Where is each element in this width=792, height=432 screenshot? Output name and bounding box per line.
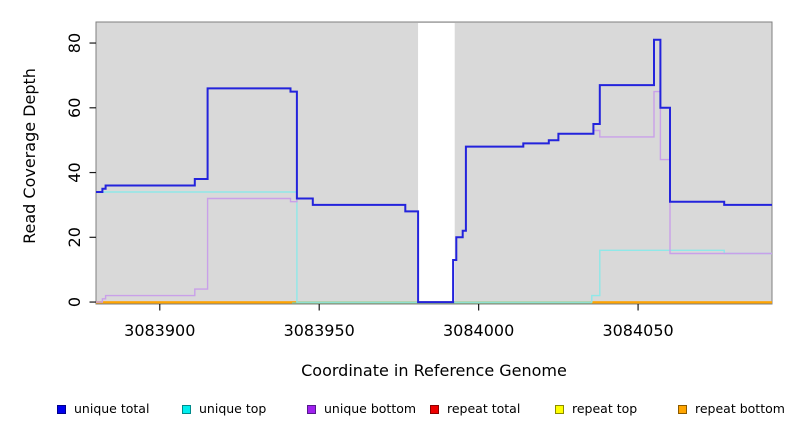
legend-swatch-repeat-bottom (678, 404, 687, 414)
legend-swatch-unique-bottom (307, 404, 316, 414)
legend-label: unique top (199, 401, 267, 416)
legend-swatch-unique-total (57, 404, 66, 414)
x-tick-label: 3084050 (602, 321, 673, 340)
y-tick-label: 40 (65, 162, 84, 182)
legend-item-repeat-total: repeat total (430, 400, 520, 418)
plot-border (95, 21, 773, 305)
gap-band (418, 23, 455, 304)
legend-item-repeat-top: repeat top (555, 400, 637, 418)
legend-item-unique-top: unique top (182, 400, 266, 418)
legend-item-repeat-bottom: repeat bottom (678, 400, 785, 418)
legend-label: repeat bottom (695, 401, 785, 416)
x-tick-label: 3083900 (124, 321, 195, 340)
y-tick-label: 0 (65, 297, 84, 307)
y-tick-label: 60 (65, 98, 84, 118)
plot-generated-content: 3083900 3083950 3084000 3084050 0 20 40 60 80 (65, 21, 773, 340)
legend-label: repeat top (572, 401, 638, 416)
legend-label: repeat total (447, 401, 521, 416)
series-line-unique-total (96, 38, 772, 304)
y-tick-label: 80 (65, 33, 84, 53)
legend-item-unique-bottom: unique bottom (307, 400, 416, 418)
y-axis-title: Read Coverage Depth (20, 68, 39, 244)
legend-swatch-repeat-top (555, 404, 564, 414)
legend-item-unique-total: unique total (57, 400, 149, 418)
legend-label: unique total (74, 401, 150, 416)
x-tick-label: 3083950 (284, 321, 355, 340)
x-tick-label: 3084000 (443, 321, 514, 340)
series-line-unique-top (96, 191, 772, 303)
x-axis-title: Coordinate in Reference Genome (301, 361, 567, 380)
legend-swatch-unique-top (182, 404, 191, 414)
legend: unique total unique top unique bottom repea… (0, 400, 792, 418)
y-tick-label: 20 (65, 227, 84, 247)
legend-label: unique bottom (324, 401, 417, 416)
legend-swatch-repeat-total (430, 404, 439, 414)
